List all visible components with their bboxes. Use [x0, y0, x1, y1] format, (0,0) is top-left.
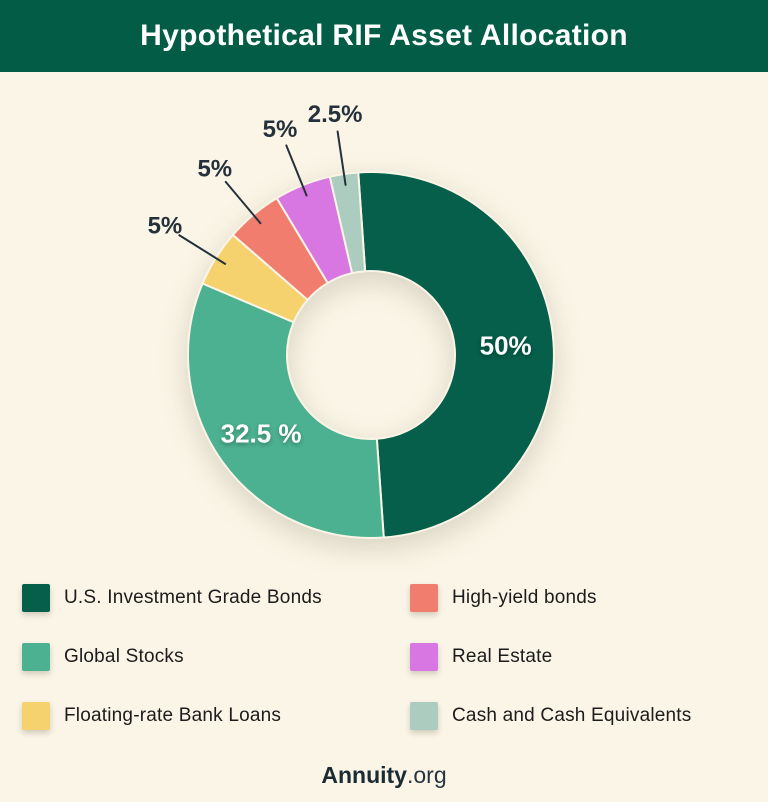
brand-footer: Annuity.org	[0, 762, 768, 789]
pie-slice	[328, 171, 367, 275]
legend-swatch	[410, 584, 438, 612]
chart-area: 50% 32.5 % 5% 5% 5% 2.5%	[0, 72, 768, 572]
legend-swatch	[410, 643, 438, 671]
legend-swatch	[410, 702, 438, 730]
brand-tld: .org	[406, 762, 447, 788]
legend-label: Real Estate	[452, 646, 553, 667]
legend-label: High-yield bonds	[452, 587, 597, 608]
legend-swatch	[22, 584, 50, 612]
legend-item-real-estate: Real Estate	[410, 643, 691, 671]
legend-label: U.S. Investment Grade Bonds	[64, 587, 322, 608]
legend-item-cash-and-cash-equivalents: Cash and Cash Equivalents	[410, 702, 691, 730]
legend-item-high-yield-bonds: High-yield bonds	[410, 584, 691, 612]
legend-item-us-investment-grade-bonds: U.S. Investment Grade Bonds	[22, 584, 410, 612]
label-leader-line	[224, 180, 262, 225]
label-leader-line	[285, 144, 308, 197]
legend-swatch	[22, 643, 50, 671]
brand-name: Annuity	[321, 762, 407, 788]
pie-slices	[187, 171, 555, 539]
label-leader-line	[178, 234, 227, 265]
pie-slice	[187, 282, 385, 539]
slice-value-label: 5%	[148, 213, 183, 240]
legend-item-global-stocks: Global Stocks	[22, 643, 410, 671]
chart-legend: U.S. Investment Grade Bonds Global Stock…	[22, 584, 691, 730]
legend-label: Cash and Cash Equivalents	[452, 705, 692, 726]
label-leader-line	[336, 130, 347, 186]
donut-chart: 50% 32.5 % 5% 5% 5% 2.5%	[148, 101, 555, 539]
legend-swatch	[22, 702, 50, 730]
legend-item-floating-rate-bank-loans: Floating-rate Bank Loans	[22, 702, 410, 730]
pie-labels: 50% 32.5 % 5% 5% 5% 2.5%	[148, 101, 532, 448]
slice-value-label: 32.5 %	[221, 418, 302, 448]
slice-value-label: 5%	[263, 116, 298, 143]
pie-slice	[357, 171, 555, 539]
header-banner: Hypothetical RIF Asset Allocation	[0, 0, 768, 72]
legend-label: Floating-rate Bank Loans	[64, 705, 282, 726]
legend-label: Global Stocks	[64, 646, 184, 667]
slice-value-label: 50%	[480, 331, 532, 361]
slice-value-label: 2.5%	[308, 101, 363, 128]
page-title: Hypothetical RIF Asset Allocation	[140, 19, 628, 52]
slice-value-label: 5%	[197, 155, 232, 182]
